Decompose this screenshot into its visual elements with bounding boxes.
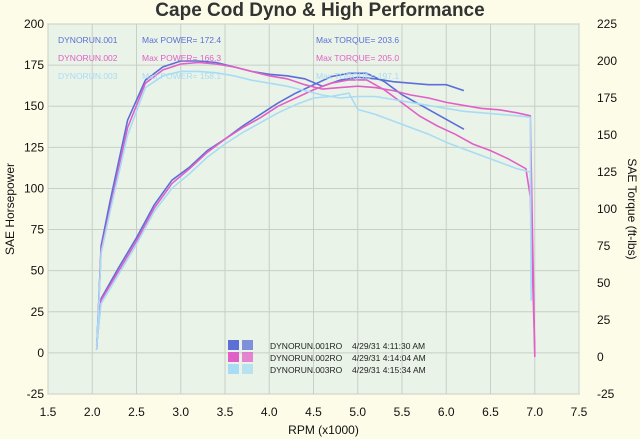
legend-run-name: DYNORUN.003 (58, 71, 118, 81)
legend-max-power: Max POWER= 166.3 (142, 53, 221, 63)
legend-swatch (242, 352, 253, 362)
legend-swatch (228, 340, 239, 350)
y-left-tick-label: 75 (31, 223, 45, 237)
legend-max-power: Max POWER= 158.1 (142, 71, 221, 81)
y-left-tick-label: 125 (24, 140, 44, 154)
y-left-tick-label: 175 (24, 58, 44, 72)
legend-timestamp: 4/29/31 4:14:04 AM (352, 353, 426, 363)
x-tick-label: 3.5 (217, 405, 234, 419)
hp-line-dynorun-003 (95, 92, 532, 345)
x-tick-label: 4.5 (305, 405, 322, 419)
x-tick-label: 4.0 (261, 405, 278, 419)
y-right-tick-label: 125 (597, 165, 617, 179)
y-left-tick-label: 50 (31, 264, 45, 278)
hp-line-dynorun-001 (95, 72, 465, 345)
y-right-tick-label: 150 (597, 128, 617, 142)
legend-max-torque: Max TORQUE= 205.0 (316, 53, 399, 63)
legend-max-torque: Max TORQUE= 197.1 (316, 71, 399, 81)
legend-run-name: DYNORUN.002 (58, 53, 118, 63)
legend-swatch (228, 364, 239, 374)
legend-swatch (242, 364, 253, 374)
hp-line-dynorun-002 (95, 79, 536, 353)
x-tick-label: 5.0 (349, 405, 366, 419)
legend-timestamp: 4/29/31 4:15:34 AM (352, 365, 426, 375)
y-right-tick-label: 175 (597, 91, 617, 105)
legend-file-label: DYNORUN.002RO (270, 353, 343, 363)
x-tick-label: 6.5 (482, 405, 499, 419)
legend-max-torque: Max TORQUE= 203.6 (316, 35, 399, 45)
y-right-tick-label: 200 (597, 54, 617, 68)
y-left-tick-label: 150 (24, 99, 44, 113)
y-left-tick-label: 0 (37, 346, 44, 360)
y-right-tick-label: 0 (597, 350, 604, 364)
x-tick-label: 6.0 (438, 405, 455, 419)
legend-timestamp: 4/29/31 4:11:30 AM (352, 341, 425, 351)
x-tick-label: 1.5 (40, 405, 57, 419)
x-tick-label: 7.5 (571, 405, 588, 419)
legend-swatch (242, 340, 253, 350)
y-axis-left-label: SAE Horsepower (3, 163, 17, 255)
x-tick-label: 2.5 (128, 405, 145, 419)
y-right-tick-label: -25 (597, 387, 615, 401)
chart-title: Cape Cod Dyno & High Performance (155, 0, 485, 21)
x-tick-label: 2.0 (84, 405, 101, 419)
torque-line-dynorun-001 (95, 60, 465, 350)
legend-run-name: DYNORUN.001 (58, 35, 118, 45)
torque-line-dynorun-003 (95, 70, 533, 350)
y-right-tick-label: 50 (597, 276, 611, 290)
legend-file-label: DYNORUN.001RO (270, 341, 343, 351)
y-left-tick-label: 100 (24, 181, 44, 195)
y-right-tick-label: 25 (597, 313, 611, 327)
x-tick-label: 7.0 (526, 405, 543, 419)
y-left-tick-label: 25 (31, 305, 45, 319)
y-right-tick-label: 75 (597, 239, 611, 253)
x-tick-label: 3.0 (172, 405, 189, 419)
legend-swatch (228, 352, 239, 362)
y-left-tick-label: 200 (24, 17, 44, 31)
y-left-tick-label: -25 (27, 387, 45, 401)
y-right-tick-label: 225 (597, 17, 617, 31)
torque-line-dynorun-002 (95, 61, 536, 358)
y-right-tick-label: 100 (597, 202, 617, 216)
legend-file-label: DYNORUN.003RO (270, 365, 343, 375)
legend-max-power: Max POWER= 172.4 (142, 35, 221, 45)
y-axis-right-label: SAE Torque (ft-lbs) (625, 158, 639, 259)
x-axis-label: RPM (x1000) (288, 423, 359, 437)
x-tick-label: 5.5 (394, 405, 411, 419)
